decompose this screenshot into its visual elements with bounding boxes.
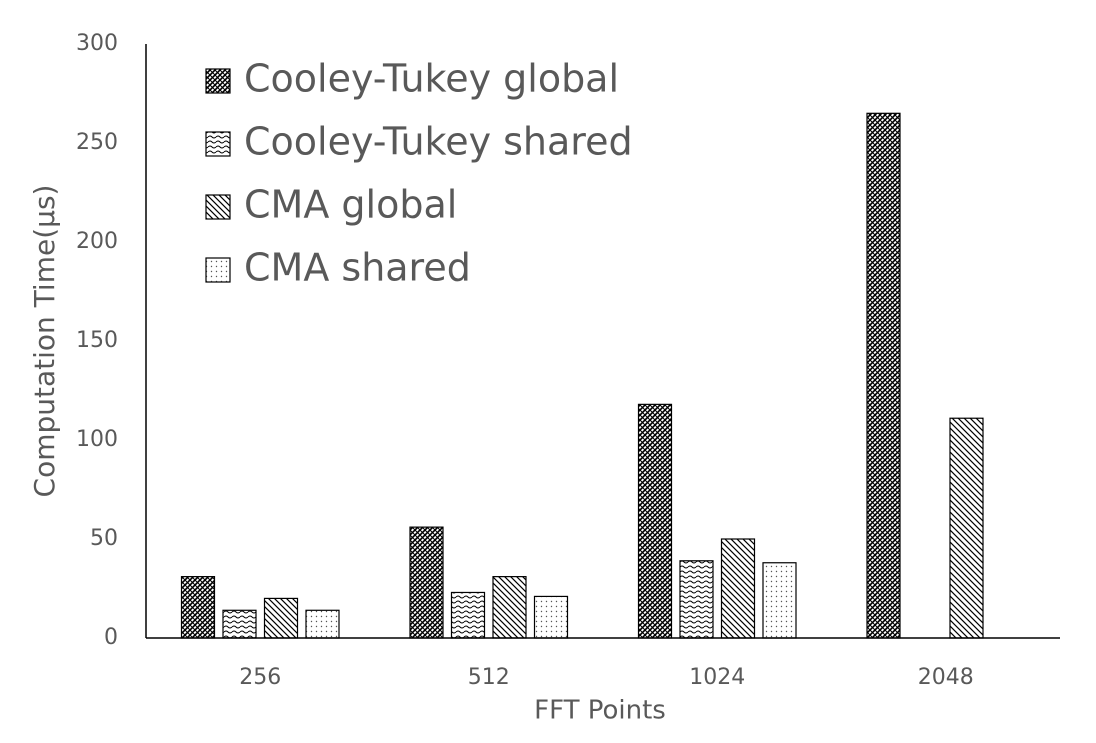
bar: [450, 591, 486, 639]
bar: [222, 609, 257, 639]
y-tick-label: 100: [76, 427, 118, 452]
bar: [866, 112, 901, 639]
legend-label: Cooley-Tukey shared: [244, 120, 633, 164]
bar: [679, 560, 714, 639]
y-tick-label: 50: [90, 526, 118, 551]
x-tick-label: 2048: [918, 665, 974, 690]
y-tick-label: 250: [76, 130, 118, 155]
x-axis-label: FFT Points: [534, 696, 666, 726]
legend-swatch: [205, 257, 231, 283]
x-tick-label: 512: [468, 665, 510, 690]
legend-label: CMA shared: [244, 246, 471, 290]
legend-swatch: [205, 131, 231, 157]
y-axis-label: Computation Time(μs): [28, 185, 61, 498]
bar: [409, 526, 444, 639]
y-tick-label: 200: [76, 229, 118, 254]
x-tick-label: 1024: [689, 665, 745, 690]
bar: [180, 576, 216, 639]
x-tick-label: 256: [239, 665, 281, 690]
bar: [533, 595, 569, 639]
bar: [637, 403, 673, 639]
legend-label: CMA global: [244, 183, 457, 227]
legend-swatch: [205, 68, 231, 94]
bar: [492, 576, 527, 639]
bar: [263, 597, 299, 639]
bar: [305, 609, 340, 639]
bar: [949, 417, 984, 639]
y-tick-label: 150: [76, 328, 118, 353]
y-tick-label: 300: [76, 31, 118, 56]
legend-swatch: [205, 194, 231, 220]
y-tick-label: 0: [104, 625, 118, 650]
bar: [762, 562, 797, 639]
bar: [720, 538, 756, 639]
legend-label: Cooley-Tukey global: [244, 57, 619, 101]
